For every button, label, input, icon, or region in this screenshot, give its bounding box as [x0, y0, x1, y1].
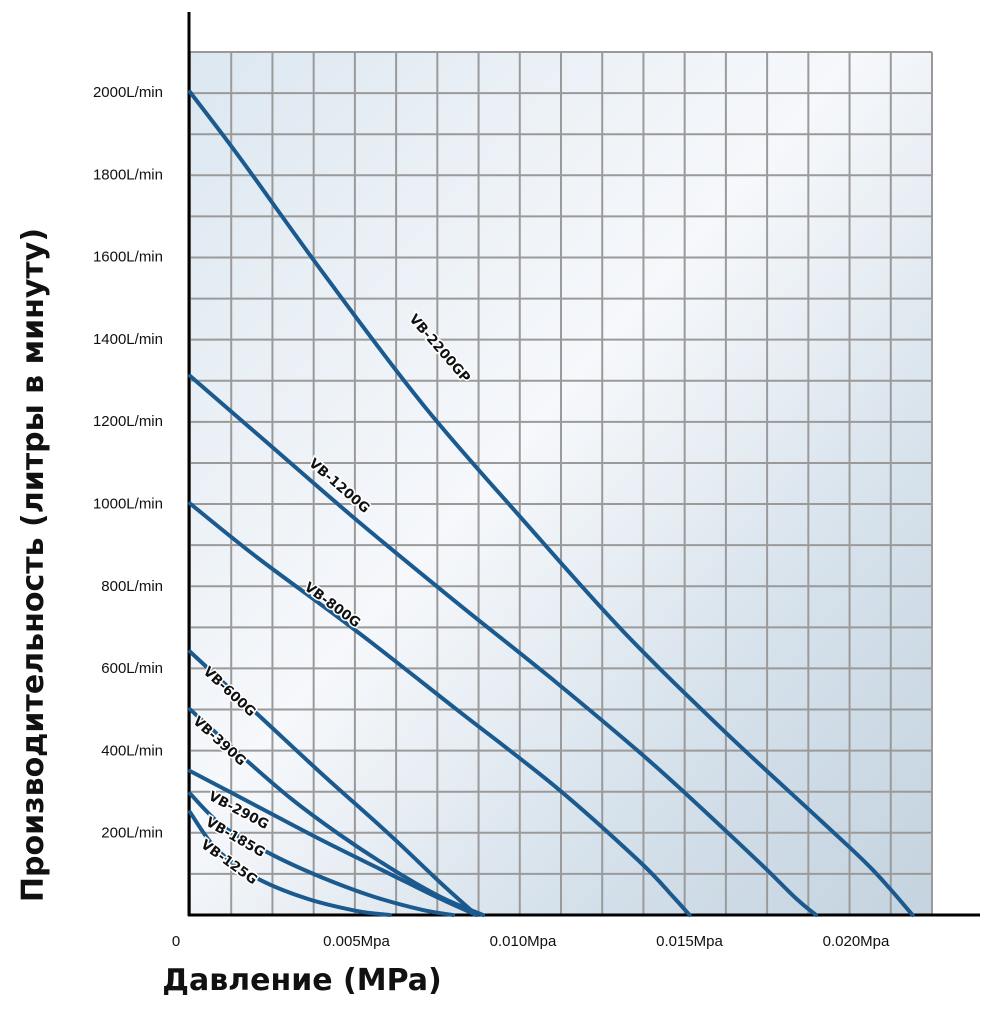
y-axis-label: Производительность (литры в минуту) — [16, 228, 51, 902]
series-line-vb-290g — [188, 769, 479, 917]
y-tick-label: 200L/min — [101, 825, 163, 842]
y-tick-label: 1000L/min — [93, 496, 163, 513]
grid — [189, 51, 933, 916]
x-tick-labels: 0 0.005Mpa 0.010Mpa 0.015Mpa 0.020Mpa — [172, 933, 890, 950]
y-tick-label: 800L/min — [101, 578, 163, 595]
y-tick-label: 600L/min — [101, 660, 163, 677]
y-tick-label: 1400L/min — [93, 331, 163, 348]
series-line-vb-800g — [188, 501, 692, 917]
series-line-vb-125g — [188, 810, 392, 917]
series-line-vb-1200g — [188, 373, 818, 917]
axes — [187, 12, 980, 917]
y-tick-label: 1800L/min — [93, 166, 163, 183]
x-tick-label: 0.010Mpa — [490, 933, 557, 950]
series-line-vb-2200gp — [188, 90, 915, 917]
x-axis-label: Давление (MPa) — [162, 963, 442, 998]
y-tick-label: 1600L/min — [93, 249, 163, 266]
y-tick-label: 1200L/min — [93, 413, 163, 430]
x-tick-label: 0 — [172, 933, 180, 950]
series-line-vb-600g — [188, 649, 479, 917]
y-tick-labels: 200L/min 400L/min 600L/min 800L/min 1000L/mi… — [93, 84, 163, 842]
y-tick-label: 2000L/min — [93, 84, 163, 101]
series-lines — [188, 90, 915, 917]
series-line-vb-185g — [188, 791, 456, 917]
x-tick-label: 0.005Mpa — [323, 933, 390, 950]
x-tick-label: 0.020Mpa — [823, 933, 890, 950]
x-tick-label: 0.015Mpa — [656, 933, 723, 950]
y-tick-label: 400L/min — [101, 742, 163, 759]
